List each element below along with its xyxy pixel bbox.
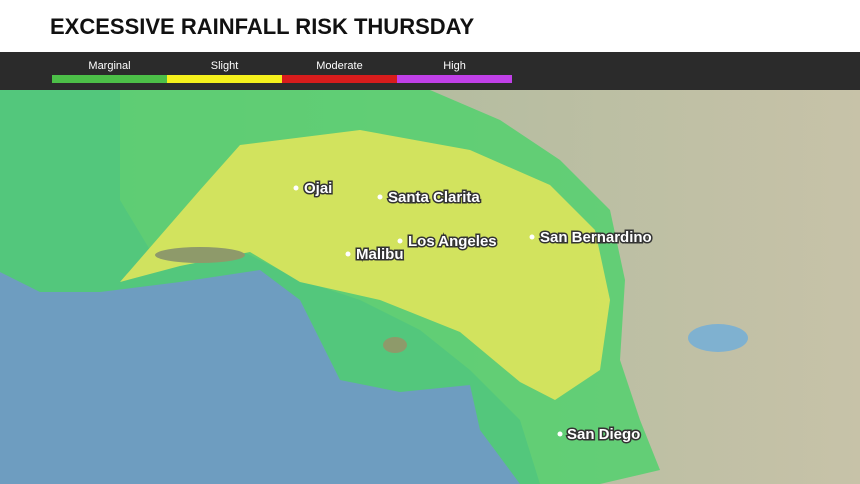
city-dot (557, 431, 563, 437)
legend-label: Marginal (88, 60, 130, 72)
city-dot (397, 238, 403, 244)
legend: Marginal Slight Moderate High (52, 60, 512, 83)
city-label: Malibu (356, 246, 404, 263)
legend-bar (0, 52, 860, 90)
islands (155, 247, 245, 263)
city-label: Santa Clarita (388, 189, 480, 206)
legend-swatch (397, 75, 512, 83)
city-label: Los Angeles (408, 233, 497, 250)
city-label: San Diego (567, 426, 640, 443)
cities: Ojai Santa Clarita Los Angeles Malibu Sa… (293, 178, 653, 444)
city-dot (293, 185, 299, 191)
city-label: San Bernardino (540, 229, 652, 246)
lake (688, 324, 748, 352)
title-bar (0, 0, 860, 52)
city-dot (377, 194, 383, 200)
city-label: Ojai (304, 180, 332, 197)
legend-swatch (282, 75, 397, 83)
legend-swatch (52, 75, 167, 83)
slight-risk-area (120, 130, 610, 400)
legend-label: High (443, 60, 466, 72)
island (383, 337, 407, 353)
legend-label: Moderate (316, 60, 362, 72)
legend-label: Slight (211, 60, 239, 72)
city-dot (529, 234, 535, 240)
title: EXCESSIVE RAINFALL RISK THURSDAY (50, 14, 475, 39)
legend-swatch (167, 75, 282, 83)
city-dot (345, 251, 351, 257)
